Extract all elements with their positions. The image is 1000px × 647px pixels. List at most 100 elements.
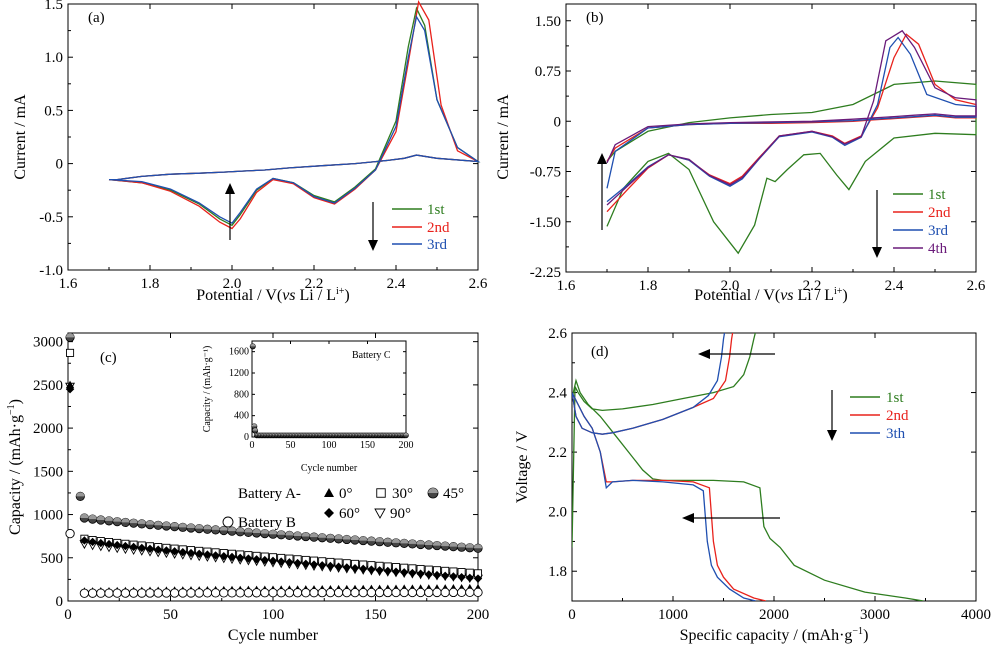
panel-d-xlabel-close: ) (863, 627, 868, 644)
panel-c-legend: Battery A- 0° 30° 45° 60° 90° Battery B (222, 486, 464, 531)
marker-Battery B (473, 587, 483, 598)
marker-Battery B (153, 588, 163, 598)
marker-60° (416, 569, 425, 578)
y-tick-label: 0.5 (44, 103, 63, 119)
y-tick-label: 1500 (33, 464, 63, 480)
inset-marker-shade (403, 433, 409, 436)
marker-45°-shade (350, 535, 360, 541)
marker-60° (318, 561, 327, 570)
y-tick-label: 0 (554, 114, 562, 130)
panel-a-arrow-peak (225, 183, 235, 240)
inset-ylabel: Capacity / (mAh·g⁻¹) (202, 346, 213, 433)
marker-60° (359, 564, 368, 574)
marker-60° (211, 551, 220, 560)
panel-b-arrow-left (597, 153, 607, 230)
panel-d-xlabel: Specific capacity / (mAh·g−1) (680, 626, 869, 644)
panel-b-xlabel-main: Potential / V( (694, 287, 780, 304)
inset-ticks: 0 50 100 150 200 0 400 800 1200 1600 (229, 341, 414, 451)
charge-curve-3th (572, 333, 726, 435)
marker-Battery B (407, 587, 418, 598)
marker-45°-shade (326, 534, 335, 539)
marker-60° (88, 537, 97, 547)
x-tick-label: 3000 (860, 607, 890, 623)
panel-a-xlabel-close: ) (344, 287, 349, 304)
marker-45°-shade (465, 543, 474, 548)
y-tick-label: 2000 (33, 421, 63, 437)
panel-a-ylabel: Current / mA (12, 94, 29, 180)
inset-markers (249, 343, 409, 439)
panel-a: 1.6 1.8 2.0 2.2 2.4 2.6 -1.0 -0.5 0 0.5 1.0 1.5 (a)… (12, 0, 488, 304)
marker-60° (244, 554, 253, 563)
legend-angle-45: 45° (443, 486, 464, 502)
x-tick-label: 200 (467, 607, 490, 623)
marker-Battery B (112, 588, 122, 598)
x-tick-label: 2.6 (469, 276, 488, 292)
panel-a-arrow-legend (368, 202, 378, 251)
x-tick-label: 2.4 (885, 278, 904, 294)
marker-60° (236, 553, 245, 562)
legend-battery-b: Battery B (238, 515, 296, 531)
marker-60° (260, 555, 269, 565)
panel-d-xlabel-main: Specific capacity / (mAh·g (680, 627, 853, 644)
marker-45°-shade (211, 525, 220, 530)
legend-marker-30 (376, 488, 386, 498)
panel-b-curves (606, 29, 977, 255)
marker-30°-initial (66, 348, 75, 357)
marker-Battery B (391, 587, 401, 598)
marker-45°-shade (449, 542, 458, 547)
marker-Battery B (325, 587, 336, 598)
legend-label-3rd: 3rd (427, 237, 447, 253)
legend-label-1st: 1st (427, 202, 445, 218)
marker-Battery B (301, 588, 311, 598)
marker-45°-shade (432, 541, 442, 546)
y-tick-label: -0.5 (39, 210, 63, 226)
panel-a-xlabel-italic: vs (282, 287, 295, 304)
marker-60° (80, 536, 89, 545)
x-tick-label: 50 (286, 440, 296, 451)
y-tick-label: 500 (41, 551, 64, 567)
y-tick-label: 0.75 (535, 64, 561, 80)
legend-label-2nd: 2nd (886, 408, 909, 424)
x-tick-label: 2000 (759, 607, 789, 623)
marker-45°-shade (178, 523, 187, 528)
marker-60° (400, 568, 409, 577)
marker-60° (383, 566, 392, 576)
marker-60° (227, 552, 237, 562)
legend-battery-a: Battery A- (238, 486, 301, 502)
y-tick-label: 0 (56, 594, 64, 610)
y-tick-label: 2500 (33, 378, 63, 394)
panel-c-markers (65, 332, 483, 598)
marker-60° (342, 563, 351, 572)
panel-d: 0 1000 2000 3000 4000 1.8 2.0 2.2 2.4 2.6 (d) Vol… (514, 326, 991, 644)
marker-60° (326, 561, 335, 571)
cv-curve-1st (108, 6, 481, 227)
marker-Battery B (178, 588, 188, 598)
marker-Battery B (383, 587, 393, 598)
marker-Battery B (210, 588, 221, 598)
panel-a-curves (108, 0, 481, 230)
marker-Battery B (399, 587, 409, 598)
marker-Battery B (104, 588, 114, 598)
marker-60° (203, 550, 212, 559)
legend-marker-90 (374, 508, 386, 519)
panel-b-arrow-legend (872, 190, 882, 258)
x-tick-label: 1.6 (557, 278, 576, 294)
arrow-left-head (698, 349, 710, 359)
panel-b-ylabel: Current / mA (495, 94, 512, 180)
marker-0°-initial (65, 380, 75, 389)
marker-60° (293, 558, 302, 568)
panel-d-ticks: 0 1000 2000 3000 4000 1.8 2.0 2.2 2.4 2.6 (548, 326, 991, 623)
panel-a-label: (a) (88, 10, 105, 26)
panel-c-label: (c) (100, 350, 117, 366)
inset-xlabel: Cycle number (301, 463, 358, 474)
marker-45°-shade (367, 536, 376, 542)
marker-60° (113, 540, 122, 550)
x-tick-label: 100 (262, 607, 285, 623)
marker-45°-initial-shade (65, 333, 75, 338)
y-tick-label: 800 (234, 389, 249, 400)
marker-Battery B (202, 588, 213, 598)
panel-c-ylabel: Capacity / (mAh·g−1) (6, 399, 24, 535)
marker-45°-shade (309, 532, 319, 538)
cv-curve-3rd (108, 15, 481, 225)
